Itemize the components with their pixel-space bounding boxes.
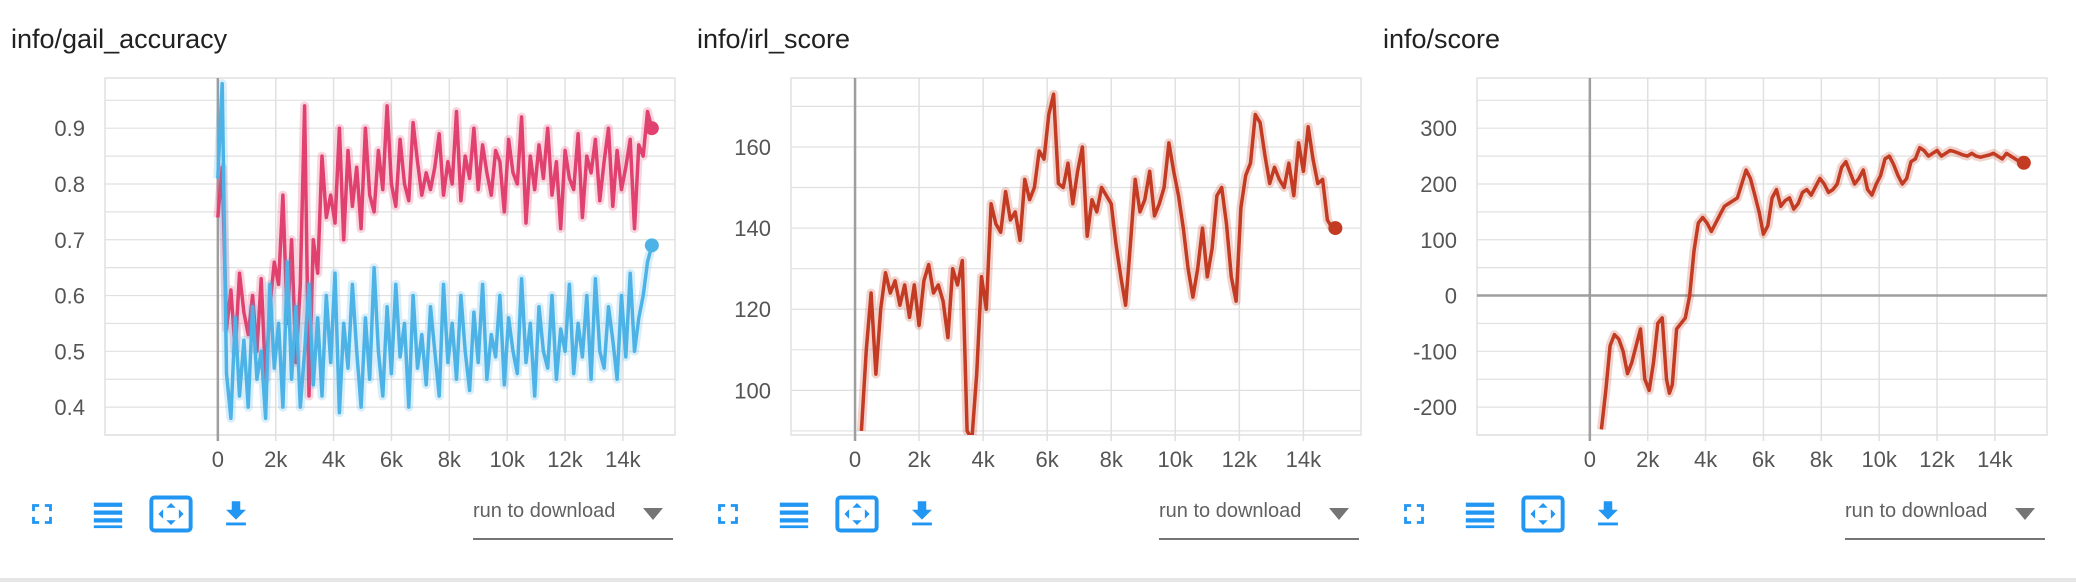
- line-chart-irl-score[interactable]: 100 120 140 160 0 2k 4k 6k 8k 10k 12k 14k: [686, 70, 1376, 490]
- x-tick-label: 12k: [547, 447, 583, 472]
- download-icon: [226, 501, 246, 526]
- run-to-download-select[interactable]: run to download: [1159, 490, 1359, 540]
- x-tick-label: 14k: [1977, 447, 2013, 472]
- x-tick-label: 6k: [1036, 447, 1060, 472]
- x-tick-label: 2k: [907, 447, 931, 472]
- x-tick-label: 0: [1584, 447, 1596, 472]
- y-tick-label: 0: [1445, 284, 1457, 309]
- y-tick-label: 120: [734, 297, 771, 322]
- x-tick-label: 4k: [972, 447, 996, 472]
- fullscreen-button[interactable]: [18, 490, 66, 538]
- toggle-log-scale-button[interactable]: [1456, 490, 1504, 538]
- run-to-download-select[interactable]: run to download: [473, 490, 673, 540]
- fit-domain-icon: [1521, 495, 1565, 533]
- fullscreen-button[interactable]: [1390, 490, 1438, 538]
- toggle-log-icon: [779, 502, 809, 529]
- fit-domain-button[interactable]: [1519, 490, 1567, 538]
- run-to-download-label: run to download: [1159, 500, 1302, 522]
- y-tick-label: 200: [1420, 172, 1457, 197]
- chart-toolbar: run to download: [0, 490, 680, 550]
- y-tick-label: 140: [734, 216, 771, 241]
- download-icon: [912, 501, 932, 526]
- series-endpoint: [644, 121, 659, 136]
- chart-card-gail-accuracy: info/gail_accuracy 0.4 0.5 0.6 0.7 0.8 0.9 0 2k…: [0, 0, 676, 560]
- plot-frame: [790, 77, 1362, 436]
- x-tick-label: 4k: [322, 447, 346, 472]
- x-tick-label: 6k: [380, 447, 404, 472]
- x-tick-label: 12k: [1222, 447, 1258, 472]
- line-chart-gail-accuracy[interactable]: 0.4 0.5 0.6 0.7 0.8 0.9 0 2k 4k 6k 8k 10k 12k 14k: [0, 70, 690, 490]
- fullscreen-icon: [32, 504, 52, 524]
- x-tick-label: 14k: [1286, 447, 1322, 472]
- run-to-download-label: run to download: [473, 500, 616, 522]
- chevron-down-icon: [2015, 508, 2035, 520]
- download-button[interactable]: [212, 490, 260, 538]
- series-endpoint: [1328, 221, 1343, 236]
- y-tick-label: 0.7: [54, 228, 85, 253]
- x-tick-label: 12k: [1919, 447, 1955, 472]
- x-tick-label: 8k: [1810, 447, 1834, 472]
- toggle-log-scale-button[interactable]: [84, 490, 132, 538]
- chevron-down-icon: [1329, 508, 1349, 520]
- y-tick-label: 100: [734, 378, 771, 403]
- x-tick-label: 2k: [264, 447, 288, 472]
- x-tick-label: 10k: [1861, 447, 1897, 472]
- chart-card-score: info/score -200 -100 0 100 200 300 0 2k 4k 6k 8k 10…: [1372, 0, 2048, 560]
- x-tick-label: 0: [212, 447, 224, 472]
- x-tick-label: 4k: [1694, 447, 1718, 472]
- bottom-divider: [0, 578, 2076, 582]
- series-endpoint: [644, 238, 659, 253]
- y-tick-label: 300: [1420, 116, 1457, 141]
- run-to-download-select[interactable]: run to download: [1845, 490, 2045, 540]
- y-tick-label: 0.6: [54, 284, 85, 309]
- series-line: [859, 92, 1336, 435]
- toggle-log-icon: [1465, 502, 1495, 529]
- fit-domain-button[interactable]: [833, 490, 881, 538]
- y-tick-label: -100: [1413, 339, 1457, 364]
- x-tick-label: 10k: [489, 447, 525, 472]
- x-tick-label: 6k: [1752, 447, 1776, 472]
- y-tick-label: 0.5: [54, 339, 85, 364]
- fit-domain-icon: [835, 495, 879, 533]
- fullscreen-icon: [1404, 504, 1424, 524]
- chart-title: info/gail_accuracy: [11, 24, 228, 54]
- y-tick-label: 0.4: [54, 395, 85, 420]
- chart-toolbar: run to download: [686, 490, 1366, 550]
- chevron-down-icon: [643, 508, 663, 520]
- series-endpoint: [2016, 155, 2031, 170]
- series-line: [216, 104, 654, 398]
- plot-frame: [1476, 77, 2048, 436]
- chart-title: info/score: [1383, 24, 1501, 54]
- chart-card-irl-score: info/irl_score 100 120 140 160 0 2k 4k 6k 8k 10k 1…: [686, 0, 1362, 560]
- y-tick-label: 160: [734, 135, 771, 160]
- chart-title: info/irl_score: [697, 24, 851, 54]
- download-icon: [1598, 501, 1618, 526]
- x-tick-label: 0: [849, 447, 861, 472]
- y-tick-label: 0.9: [54, 116, 85, 141]
- toggle-log-scale-button[interactable]: [770, 490, 818, 538]
- fullscreen-icon: [718, 504, 738, 524]
- toggle-log-icon: [93, 502, 123, 529]
- y-tick-label: -200: [1413, 395, 1457, 420]
- fit-domain-icon: [149, 495, 193, 533]
- series-line: [1599, 145, 2025, 430]
- x-tick-label: 14k: [605, 447, 641, 472]
- x-tick-label: 8k: [1100, 447, 1124, 472]
- fullscreen-button[interactable]: [704, 490, 752, 538]
- download-button[interactable]: [1584, 490, 1632, 538]
- fit-domain-button[interactable]: [147, 490, 195, 538]
- chart-toolbar: run to download: [1372, 490, 2052, 550]
- x-tick-label: 2k: [1636, 447, 1660, 472]
- y-tick-label: 0.8: [54, 172, 85, 197]
- series-line: [216, 81, 654, 421]
- run-to-download-label: run to download: [1845, 500, 1988, 522]
- y-tick-label: 100: [1420, 228, 1457, 253]
- x-tick-label: 10k: [1158, 447, 1194, 472]
- download-button[interactable]: [898, 490, 946, 538]
- line-chart-score[interactable]: -200 -100 0 100 200 300 0 2k 4k 6k 8k 10k 12k 14k: [1372, 70, 2062, 490]
- x-tick-label: 8k: [438, 447, 462, 472]
